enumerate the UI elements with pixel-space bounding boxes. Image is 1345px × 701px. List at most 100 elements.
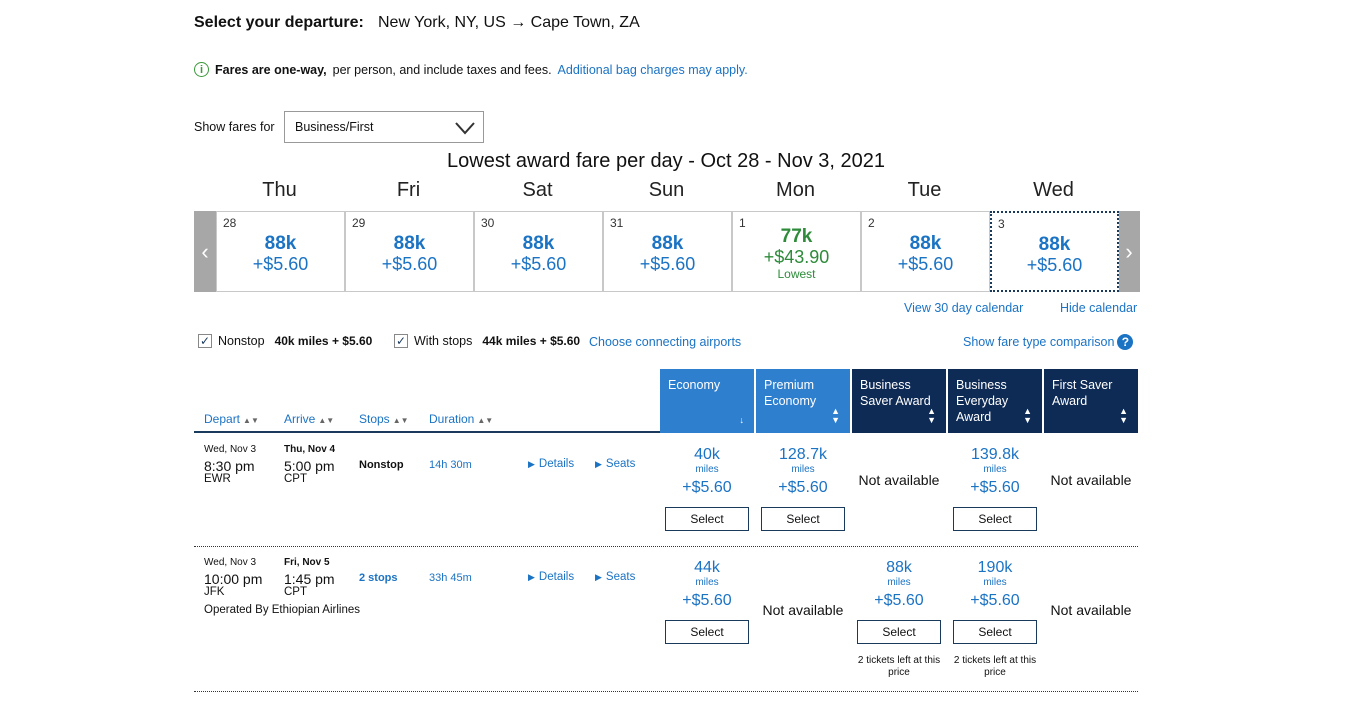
stops-link[interactable]: 2 stops: [359, 572, 398, 584]
cal-miles: 88k: [909, 233, 942, 254]
fare-class-select[interactable]: Business/First: [284, 111, 484, 143]
sort-icon: ▲▼: [477, 416, 494, 425]
sort-icon: ▲▼: [1119, 406, 1128, 425]
stops-value: Nonstop: [359, 459, 404, 471]
calendar-day-cell-lowest[interactable]: 1 77k +$43.90 Lowest: [732, 211, 861, 292]
fare-class-value: Business/First: [295, 120, 374, 134]
select-button[interactable]: Select: [761, 507, 845, 531]
calendar-day-cell[interactable]: 28 88k +$5.60: [216, 211, 345, 292]
with-stops-checkbox[interactable]: ✓: [394, 334, 408, 348]
seats-label: Seats: [605, 458, 636, 470]
nonstop-label: Nonstop: [218, 334, 265, 348]
select-button[interactable]: Select: [953, 507, 1037, 531]
business-everyday-fare: 139.8k miles +$5.60: [948, 446, 1042, 497]
cal-tax: +$5.60: [1026, 255, 1083, 275]
view-30-day-calendar-link[interactable]: View 30 day calendar: [904, 301, 1024, 315]
column-business-saver[interactable]: Business Saver Award ▲ ▼: [852, 369, 946, 433]
calendar-next-button[interactable]: ›: [1118, 211, 1140, 292]
fare-unit: miles: [695, 577, 719, 588]
nonstop-filter[interactable]: ✓ Nonstop 40k miles + $5.60: [198, 334, 372, 348]
cal-date: 2: [868, 216, 875, 230]
day-name: Tue: [907, 179, 942, 201]
cal-date: 28: [223, 216, 237, 230]
cal-miles: 88k: [1038, 234, 1071, 255]
tickets-left-line: 2 tickets left at this: [953, 655, 1037, 666]
column-business-everyday[interactable]: Business Everyday Award ▲ ▼: [948, 369, 1042, 433]
seats-label: Seats: [605, 571, 636, 583]
select-button[interactable]: Select: [953, 620, 1037, 644]
details-link[interactable]: ▶ Details: [528, 458, 574, 470]
day-name: Thu: [262, 179, 297, 201]
not-available: Not available: [1050, 602, 1132, 618]
fare-info-bold: Fares are one-way,: [215, 62, 327, 77]
depart-date: Wed, Nov 3: [204, 444, 257, 455]
calendar-title: Lowest award fare per day - Oct 28 - Nov…: [447, 150, 885, 172]
select-button[interactable]: Select: [665, 620, 749, 644]
fare-type-comparison-link[interactable]: Show fare type comparison ?: [963, 334, 1134, 350]
tickets-left-line: price: [888, 667, 910, 678]
with-stops-label: With stops: [414, 334, 473, 348]
page-title: Select your departure:: [194, 14, 364, 31]
calendar-day-cell[interactable]: 2 88k +$5.60: [861, 211, 990, 292]
fare-tax: +$5.60: [970, 479, 1020, 496]
calendar-day-cell[interactable]: 31 88k +$5.60: [603, 211, 732, 292]
fare-miles: 44k: [694, 559, 720, 576]
cal-tax: +$5.60: [252, 254, 309, 274]
fare-tax: +$5.60: [682, 592, 732, 609]
arrive-date: Fri, Nov 5: [284, 557, 330, 568]
sort-icon: ▲▼: [831, 406, 840, 425]
calendar-prev-button[interactable]: ‹: [194, 211, 216, 292]
depart-airport: EWR: [204, 473, 231, 485]
column-premium-economy[interactable]: Premium Economy ▲ ▼: [756, 369, 850, 433]
cal-tax: +$5.60: [510, 254, 567, 274]
with-stops-filter[interactable]: ✓ With stops 44k miles + $5.60: [394, 334, 580, 348]
fare-tax: +$5.60: [874, 592, 924, 609]
business-everyday-fare: 190k miles +$5.60: [948, 559, 1042, 610]
arrive-airport: CPT: [284, 473, 307, 485]
details-link[interactable]: ▶ Details: [528, 571, 574, 583]
column-label: Business: [956, 378, 1007, 392]
nonstop-price: 40k miles + $5.60: [274, 334, 373, 348]
calendar-day-cell[interactable]: 30 88k +$5.60: [474, 211, 603, 292]
hide-calendar-link[interactable]: Hide calendar: [1060, 301, 1138, 315]
help-icon[interactable]: ?: [1117, 334, 1134, 350]
fare-miles: 190k: [977, 559, 1013, 576]
sort-duration[interactable]: Duration ▲▼: [429, 412, 493, 426]
select-button[interactable]: Select: [665, 507, 749, 531]
choose-connecting-airports-link[interactable]: Choose connecting airports: [589, 335, 742, 349]
chevron-right-icon: ›: [1125, 238, 1133, 264]
seats-link[interactable]: ▶ Seats: [595, 458, 635, 470]
fare-type-comparison-label: Show fare type comparison: [963, 335, 1115, 349]
sort-icon: ▲▼: [392, 416, 409, 425]
seats-link[interactable]: ▶ Seats: [595, 571, 635, 583]
fare-miles: 88k: [886, 559, 912, 576]
depart-time: 8:30 pm: [204, 458, 255, 474]
stops-header: Stops: [359, 412, 390, 426]
day-name: Sat: [522, 179, 553, 201]
with-stops-price: 44k miles + $5.60: [482, 334, 581, 348]
operated-by: Operated By Ethiopian Airlines: [204, 604, 360, 616]
column-economy-label: Economy: [668, 378, 721, 392]
cal-date: 1: [739, 216, 746, 230]
info-icon: i: [194, 62, 209, 77]
depart-header: Depart: [204, 412, 241, 426]
sort-arrive[interactable]: Arrive ▲▼: [284, 412, 334, 426]
row-divider: [194, 546, 1138, 547]
fare-unit: miles: [887, 577, 911, 588]
column-label: Economy: [764, 394, 817, 408]
fare-tax: +$5.60: [778, 479, 828, 496]
column-first-saver[interactable]: First Saver Award ▲ ▼: [1044, 369, 1138, 433]
depart-date: Wed, Nov 3: [204, 557, 257, 568]
fare-tax: +$5.60: [970, 592, 1020, 609]
lowest-label: Lowest: [777, 267, 816, 281]
sort-stops[interactable]: Stops ▲▼: [359, 412, 409, 426]
sort-depart[interactable]: Depart ▲▼: [204, 412, 259, 426]
nonstop-checkbox[interactable]: ✓: [198, 334, 212, 348]
bag-charges-link[interactable]: Additional bag charges may apply.: [557, 62, 748, 77]
day-name: Mon: [776, 179, 815, 201]
column-economy[interactable]: Economy ↓: [660, 369, 754, 433]
select-button[interactable]: Select: [857, 620, 941, 644]
calendar-day-cell[interactable]: 29 88k +$5.60: [345, 211, 474, 292]
sort-icon: ▲▼: [318, 416, 335, 425]
calendar-day-cell-selected[interactable]: 3 88k +$5.60: [990, 211, 1119, 292]
